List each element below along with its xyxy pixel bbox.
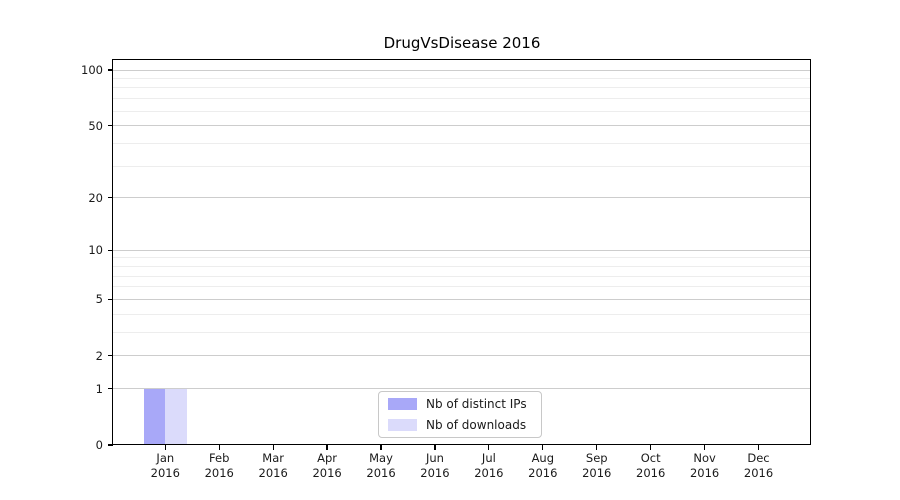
minor-gridline xyxy=(113,331,811,333)
y-tick-label: 2 xyxy=(95,348,103,363)
x-tick-label: Nov 2016 xyxy=(689,451,720,480)
minor-gridline xyxy=(113,257,811,259)
x-tick-label: Sep 2016 xyxy=(582,451,612,480)
x-tick-label: Jul 2016 xyxy=(474,451,504,480)
minor-gridline xyxy=(113,78,811,80)
x-tick-mark xyxy=(488,445,490,450)
major-gridline xyxy=(113,355,811,357)
x-tick-label: Mar 2016 xyxy=(258,451,288,480)
y-tick-mark xyxy=(108,69,113,71)
x-tick-label: Apr 2016 xyxy=(312,451,342,480)
major-gridline xyxy=(113,69,811,71)
y-tick-label: 50 xyxy=(88,118,103,133)
x-tick-label: Aug 2016 xyxy=(528,451,558,480)
x-tick-mark xyxy=(542,445,544,450)
minor-gridline xyxy=(113,265,811,267)
bar-nb-of-downloads xyxy=(165,388,187,445)
plot-area-border xyxy=(112,59,811,445)
x-tick-mark xyxy=(272,445,274,450)
y-tick-mark xyxy=(108,388,113,390)
x-tick-mark xyxy=(326,445,328,450)
legend-item: Nb of downloads xyxy=(388,418,532,432)
x-tick-mark xyxy=(434,445,436,450)
minor-gridline xyxy=(113,275,811,277)
major-gridline xyxy=(113,197,811,199)
minor-gridline xyxy=(113,110,811,112)
x-tick-label: May 2016 xyxy=(366,451,396,480)
legend-swatch-icon xyxy=(388,398,417,410)
y-tick-label: 10 xyxy=(88,243,103,258)
y-tick-mark xyxy=(108,249,113,251)
chart-title: DrugVsDisease 2016 xyxy=(383,34,541,52)
y-tick-label: 20 xyxy=(88,190,103,205)
major-gridline xyxy=(113,249,811,251)
major-gridline xyxy=(113,298,811,300)
minor-gridline xyxy=(113,98,811,100)
minor-gridline xyxy=(113,313,811,315)
minor-gridline xyxy=(113,286,811,288)
legend-label: Nb of downloads xyxy=(426,418,527,432)
legend-swatch-icon xyxy=(388,419,417,431)
legend-item: Nb of distinct IPs xyxy=(388,397,532,411)
x-tick-label: Dec 2016 xyxy=(743,451,774,480)
x-tick-label: Jun 2016 xyxy=(420,451,450,480)
x-tick-mark xyxy=(596,445,598,450)
x-tick-mark xyxy=(218,445,220,450)
x-tick-mark xyxy=(164,445,166,450)
x-tick-mark xyxy=(757,445,760,450)
y-tick-mark xyxy=(108,355,113,357)
y-tick-mark xyxy=(108,197,113,199)
y-tick-mark xyxy=(108,298,113,301)
major-gridline xyxy=(113,388,811,390)
y-tick-mark xyxy=(108,444,113,446)
y-tick-label: 100 xyxy=(81,63,103,78)
x-tick-mark xyxy=(380,445,382,450)
legend-label: Nb of distinct IPs xyxy=(426,397,527,411)
major-gridline xyxy=(113,125,811,127)
bar-nb-of-distinct-ips xyxy=(143,388,166,445)
y-tick-label: 0 xyxy=(95,438,103,452)
x-tick-mark xyxy=(704,445,706,450)
x-tick-label: Jan 2016 xyxy=(150,451,180,480)
y-tick-label: 5 xyxy=(95,292,103,307)
minor-gridline xyxy=(113,165,811,167)
minor-gridline xyxy=(113,142,811,144)
minor-gridline xyxy=(113,87,811,89)
x-tick-label: Feb 2016 xyxy=(204,451,234,480)
y-tick-mark xyxy=(108,124,113,127)
x-tick-mark xyxy=(650,445,652,450)
y-tick-label: 1 xyxy=(95,381,103,396)
legend: Nb of distinct IPs Nb of downloads xyxy=(378,391,542,438)
x-tick-label: Oct 2016 xyxy=(636,451,666,480)
